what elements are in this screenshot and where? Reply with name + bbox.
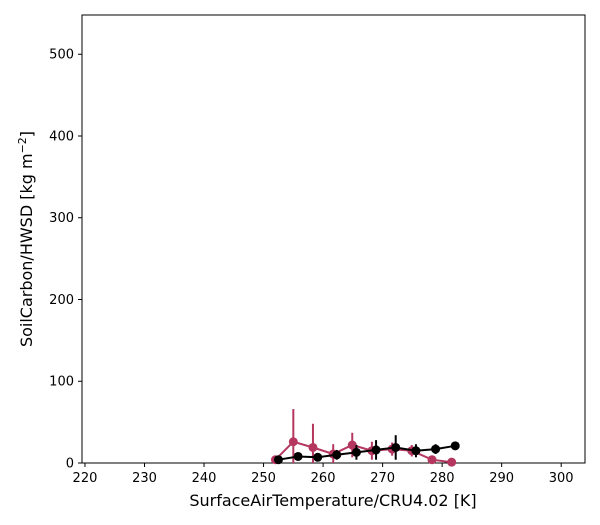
x-tick-label: 290 [489, 471, 514, 486]
y-tick-label: 500 [49, 48, 74, 63]
y-tick-label: 400 [49, 129, 74, 144]
y-axis-label-end: ] [17, 131, 36, 137]
data-point [351, 447, 361, 457]
data-point [293, 451, 303, 461]
y-tick-label: 0 [66, 457, 74, 472]
data-point [431, 444, 441, 454]
x-tick-label: 260 [311, 471, 336, 486]
y-tick-label: 200 [49, 293, 74, 308]
data-point [332, 450, 342, 460]
x-axis-label: SurfaceAirTemperature/CRU4.02 [K] [189, 491, 476, 510]
y-axis-label-exponent: −2 [16, 137, 29, 153]
data-point [371, 445, 381, 455]
data-point [427, 455, 437, 465]
data-point [313, 452, 323, 462]
data-point [288, 437, 298, 447]
data-point [391, 442, 401, 452]
y-axis-ticks: 0 100 200 300 400 500 [49, 48, 82, 472]
y-tick-label: 300 [49, 211, 74, 226]
x-tick-label: 250 [251, 471, 276, 486]
series-line [278, 444, 456, 461]
data-point [347, 440, 357, 450]
series-line [274, 440, 452, 464]
y-axis-label-main: SoilCarbon/HWSD [kg m [17, 153, 36, 347]
data-point [447, 457, 457, 467]
data-point [411, 446, 421, 456]
x-tick-label: 220 [73, 471, 98, 486]
series-layer [270, 409, 460, 467]
x-tick-label: 300 [549, 471, 574, 486]
data-point [450, 441, 460, 451]
series-2 [273, 435, 460, 465]
data-point [273, 455, 283, 465]
data-point [308, 442, 318, 452]
x-tick-label: 270 [370, 471, 395, 486]
x-tick-label: 280 [430, 471, 455, 486]
x-tick-label: 240 [192, 471, 217, 486]
y-tick-label: 100 [49, 375, 74, 390]
y-axis-label: SoilCarbon/HWSD [kg m−2] [16, 131, 36, 347]
x-tick-label: 230 [132, 471, 157, 486]
x-axis-ticks: 220 230 240 250 260 270 280 290 300 [73, 463, 574, 486]
